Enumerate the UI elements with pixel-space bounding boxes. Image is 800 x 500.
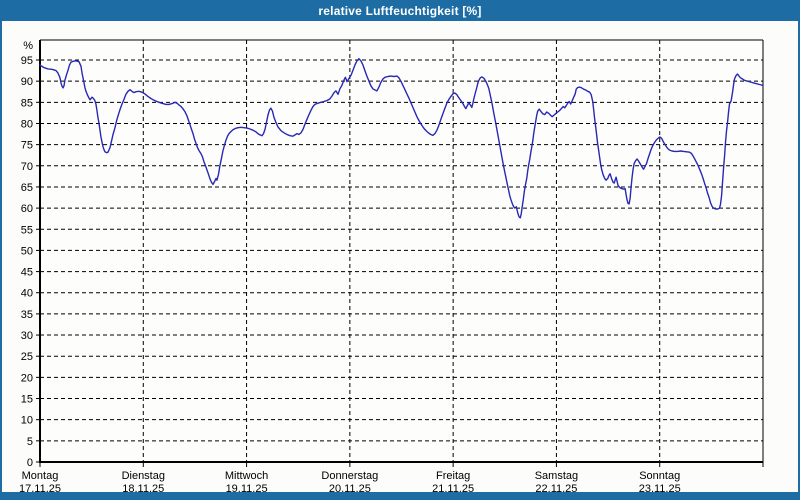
x-date-label: 19.11.25 bbox=[226, 483, 268, 495]
y-tick-label: 15 bbox=[21, 394, 33, 406]
y-tick-label: 85 bbox=[21, 97, 33, 109]
y-tick-label: 65 bbox=[21, 182, 33, 194]
x-day-label: Samstag bbox=[535, 470, 578, 482]
y-tick-label: 90 bbox=[21, 76, 33, 88]
plot-area bbox=[40, 40, 763, 462]
y-axis-unit-label: % bbox=[23, 40, 33, 52]
x-day-label: Freitag bbox=[436, 470, 470, 482]
y-tick-label: 80 bbox=[21, 118, 33, 130]
x-date-label: 21.11.25 bbox=[432, 483, 474, 495]
x-day-label: Sonntag bbox=[639, 470, 680, 482]
x-day-label: Montag bbox=[22, 470, 59, 482]
y-tick-label: 10 bbox=[21, 415, 33, 427]
x-day-label: Donnerstag bbox=[321, 470, 378, 482]
y-tick-label: 20 bbox=[21, 372, 33, 384]
x-day-label: Dienstag bbox=[122, 470, 165, 482]
y-tick-label: 75 bbox=[21, 140, 33, 152]
y-tick-label: 55 bbox=[21, 224, 33, 236]
y-tick-label: 95 bbox=[21, 55, 33, 67]
y-tick-label: 30 bbox=[21, 330, 33, 342]
x-date-label: 20.11.25 bbox=[329, 483, 371, 495]
y-tick-label: 0 bbox=[27, 457, 33, 469]
window-border-right bbox=[798, 21, 800, 500]
y-tick-label: 40 bbox=[21, 288, 33, 300]
y-tick-label: 35 bbox=[21, 309, 33, 321]
x-date-label: 18.11.25 bbox=[122, 483, 164, 495]
window-border-bottom bbox=[0, 492, 800, 500]
window-title: relative Luftfeuchtigkeit [%] bbox=[318, 3, 482, 18]
window-border-left bbox=[0, 21, 2, 500]
window-title-bar: relative Luftfeuchtigkeit [%] bbox=[0, 0, 800, 21]
series-line-humidity bbox=[39, 58, 764, 219]
y-tick-label: 5 bbox=[27, 436, 33, 448]
y-tick-label: 70 bbox=[21, 161, 33, 173]
x-date-label: 22.11.25 bbox=[535, 483, 577, 495]
y-tick-label: 60 bbox=[21, 203, 33, 215]
x-date-label: 23.11.25 bbox=[639, 483, 681, 495]
y-tick-label: 50 bbox=[21, 245, 33, 257]
x-date-label: 17.11.25 bbox=[19, 483, 61, 495]
y-tick-label: 25 bbox=[21, 351, 33, 363]
x-day-label: Mittwoch bbox=[225, 470, 268, 482]
y-tick-label: 45 bbox=[21, 267, 33, 279]
